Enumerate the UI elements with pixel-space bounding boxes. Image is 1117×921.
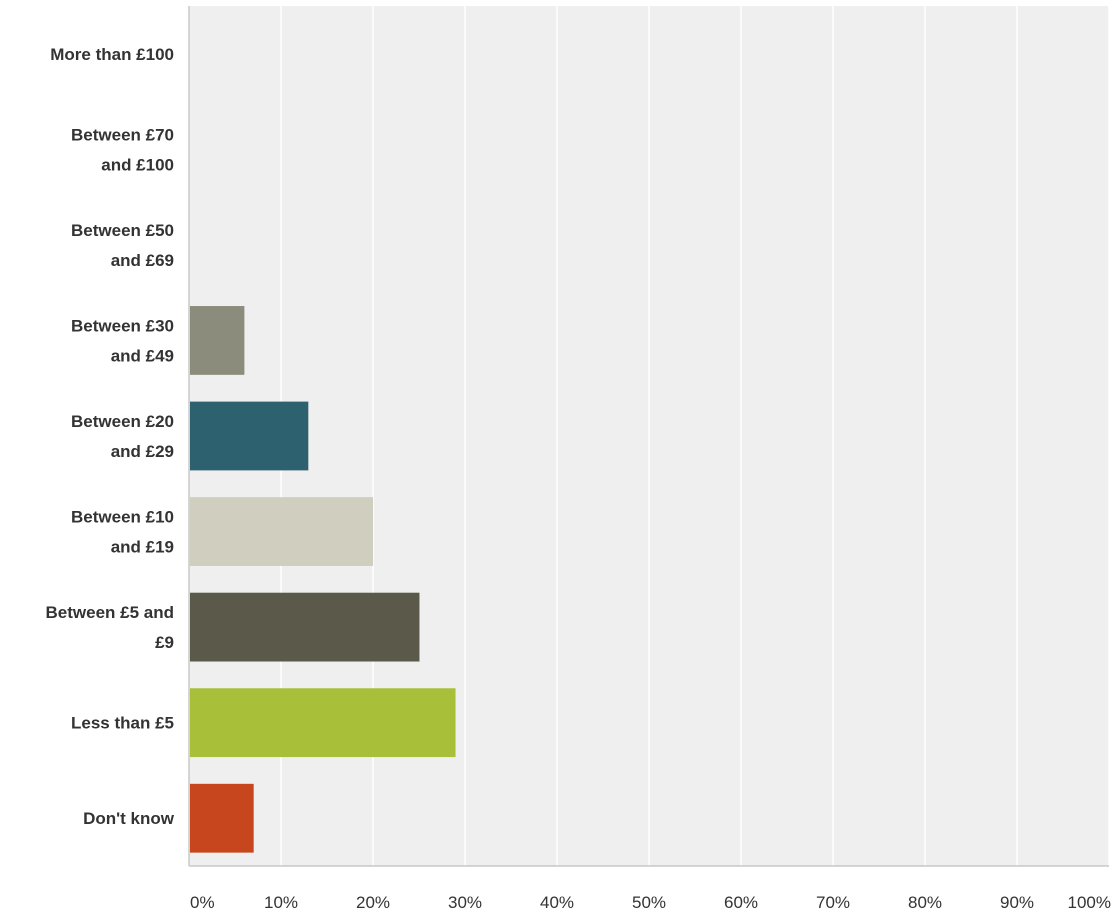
x-tick-label: 70% [816, 893, 850, 912]
category-label: Between £70 [71, 125, 174, 144]
gridlines [280, 6, 1110, 866]
category-label: Between £30 [71, 316, 174, 335]
category-label: and £29 [111, 442, 174, 461]
bar [190, 497, 373, 566]
category-label: Between £20 [71, 412, 174, 431]
category-label: £9 [155, 633, 174, 652]
category-label: Between £5 and [46, 603, 175, 622]
x-tick-label: 30% [448, 893, 482, 912]
category-label: and £100 [101, 155, 174, 174]
category-label: More than £100 [50, 45, 174, 64]
category-label: and £19 [111, 538, 174, 557]
category-label: and £69 [111, 251, 174, 270]
bar [190, 306, 245, 375]
category-labels: More than £100 Between £70 and £100 Between… [46, 45, 175, 828]
bar [190, 592, 420, 662]
bar [190, 401, 309, 471]
x-tick-label: 60% [724, 893, 758, 912]
x-tick-label: 80% [908, 893, 942, 912]
category-label: Between £10 [71, 508, 174, 527]
category-label: Don't know [83, 809, 175, 828]
category-label: and £49 [111, 346, 174, 365]
category-label: Less than £5 [71, 714, 174, 733]
category-label: Between £50 [71, 221, 174, 240]
x-tick-labels: 0% 10% 20% 30% 40% 50% 60% 70% 80% 90% 100% [190, 893, 1111, 912]
x-tick-label: 10% [264, 893, 298, 912]
bar [190, 783, 254, 853]
bars [190, 306, 456, 853]
x-tick-label: 20% [356, 893, 390, 912]
x-tick-label: 90% [1000, 893, 1034, 912]
x-tick-label: 50% [632, 893, 666, 912]
x-tick-label: 100% [1068, 893, 1111, 912]
bar [190, 688, 456, 758]
x-tick-label: 40% [540, 893, 574, 912]
x-tick-label: 0% [190, 893, 215, 912]
